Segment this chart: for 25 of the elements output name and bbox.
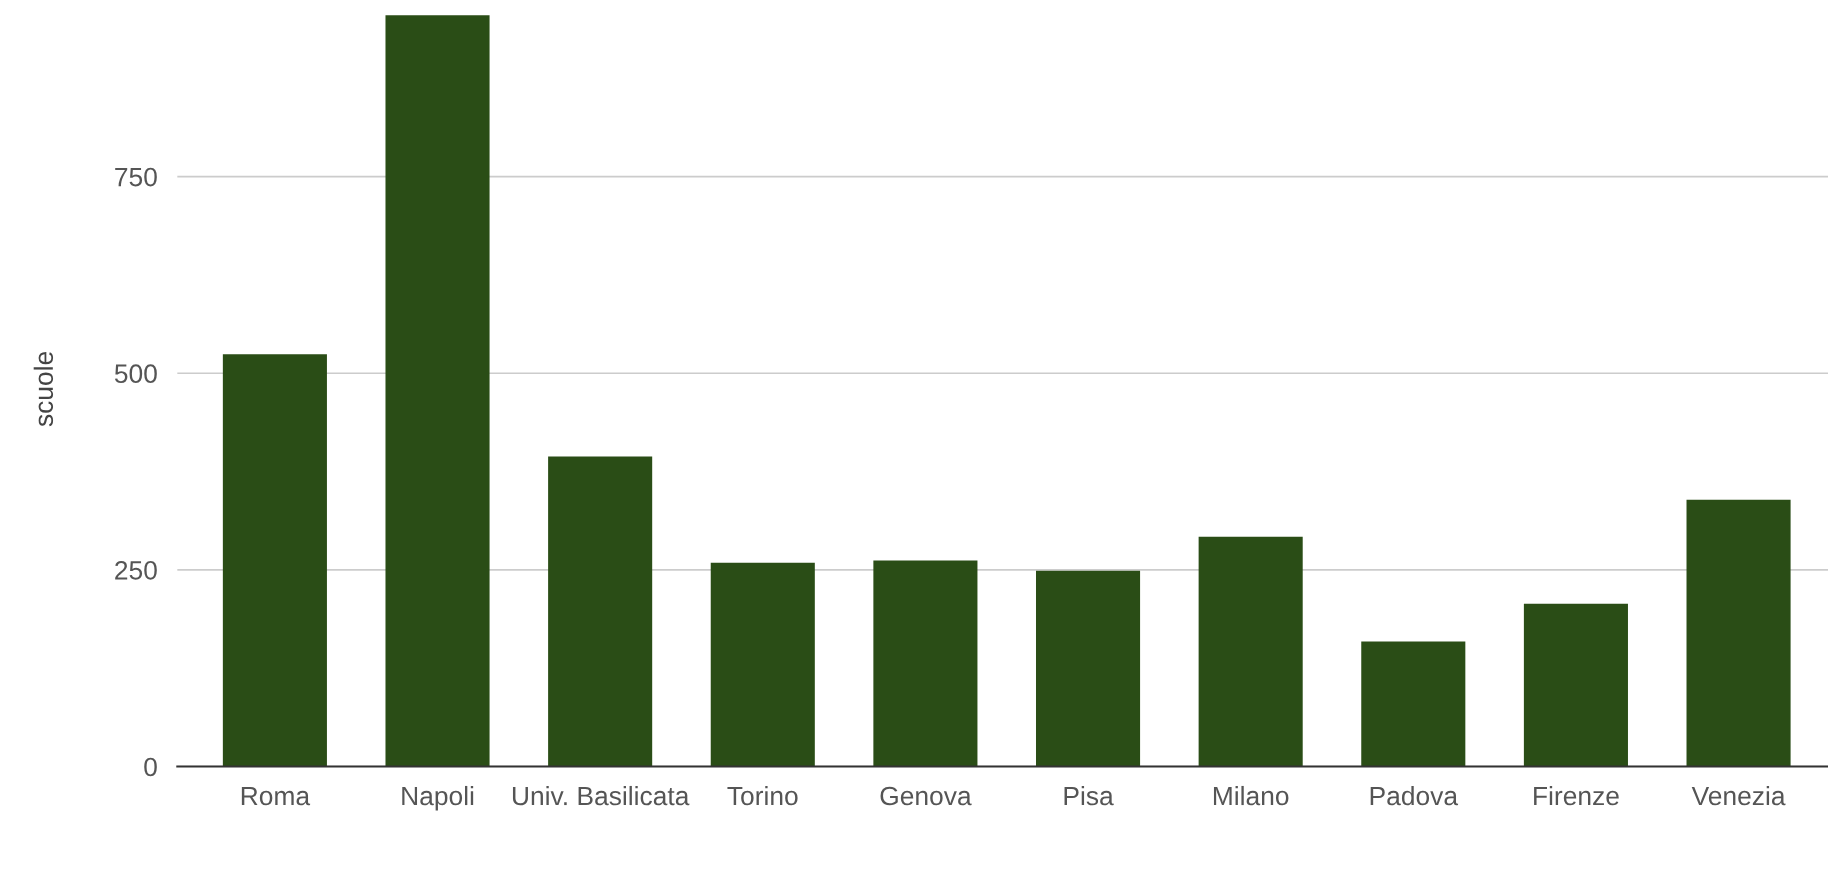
bar xyxy=(548,456,653,767)
x-tick-label: Milano xyxy=(1213,785,1289,806)
x-tick-label: Pisa xyxy=(1064,785,1114,806)
x-tick-label: Univ. Basilicata xyxy=(512,785,690,806)
y-tick-label: 750 xyxy=(115,167,157,187)
x-tick-label: Napoli xyxy=(402,785,474,811)
x-tick-label: Firenze xyxy=(1534,785,1619,806)
bar xyxy=(1036,570,1141,767)
y-tick-label: 250 xyxy=(115,560,157,580)
x-tick-label: Roma xyxy=(241,786,311,806)
y-axis-title: scuole xyxy=(33,351,54,427)
bar xyxy=(873,560,978,767)
bar xyxy=(1686,499,1791,767)
y-tick-label: 0 xyxy=(144,757,157,777)
bar xyxy=(385,15,490,767)
x-tick-label: Padova xyxy=(1370,785,1459,806)
bar xyxy=(222,354,327,767)
bar xyxy=(710,562,815,767)
x-tick-label: Venezia xyxy=(1691,785,1786,806)
x-tick-label: Torino xyxy=(727,785,798,806)
bar xyxy=(1198,536,1303,767)
x-tick-label: Genova xyxy=(880,786,972,806)
bar xyxy=(1523,603,1628,767)
bar xyxy=(1361,641,1466,767)
y-tick-label: 500 xyxy=(114,364,157,384)
